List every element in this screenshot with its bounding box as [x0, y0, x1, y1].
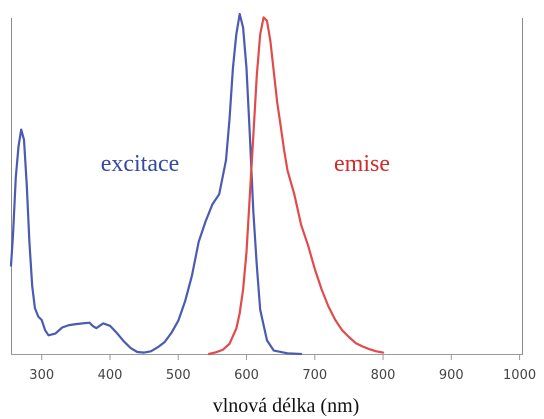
x-tick-label: 700	[302, 368, 327, 383]
series-lines	[9, 12, 385, 356]
series-line-excitation	[9, 12, 303, 356]
x-axis-ticks	[41, 354, 521, 360]
x-tick-label: 800	[371, 368, 396, 383]
x-tick-label: 400	[98, 368, 123, 383]
x-tick-label: 500	[166, 368, 191, 383]
x-tick-label: 300	[29, 368, 54, 383]
x-tick-label: 1000	[503, 368, 536, 383]
x-tick-label: 600	[234, 368, 259, 383]
series-label-emission: emise	[334, 151, 390, 177]
series-line-emission	[207, 16, 385, 356]
x-tick-label: 900	[439, 368, 464, 383]
series-label-excitation: excitace	[101, 151, 180, 177]
x-axis-title: vlnová délka (nm)	[213, 395, 360, 417]
x-axis-tick-labels: 300 400 500 600 700 800 900 1000	[29, 368, 536, 383]
